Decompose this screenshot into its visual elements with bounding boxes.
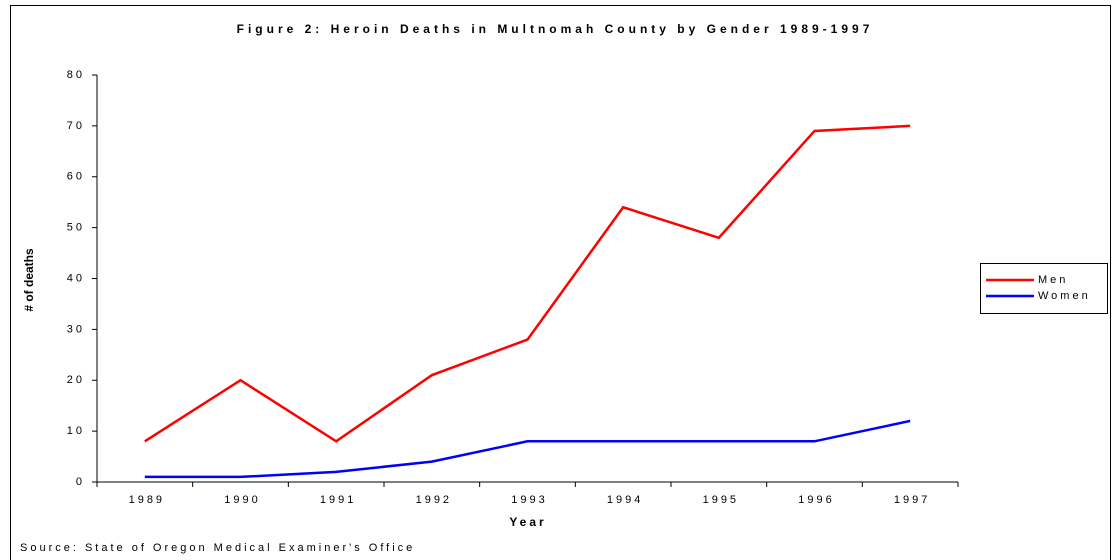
- chart-frame: [10, 5, 1111, 560]
- line-series: [144, 124, 911, 443]
- y-tick-label: 0: [76, 476, 85, 488]
- y-tick-label: 60: [67, 171, 85, 183]
- source-note: Source: State of Oregon Medical Examiner…: [20, 542, 415, 554]
- y-tick-label: 10: [67, 425, 85, 437]
- x-tick-label: 1990: [224, 494, 260, 506]
- y-tick-label: 50: [67, 222, 85, 234]
- y-tick-label: 70: [67, 120, 85, 132]
- x-tick-label: 1992: [416, 494, 452, 506]
- line-series: [144, 419, 911, 479]
- x-tick-label: 1995: [703, 494, 739, 506]
- y-tick-label: 30: [67, 323, 85, 335]
- chart-title: Figure 2: Heroin Deaths in Multnomah Cou…: [237, 22, 874, 36]
- y-axis-label: # of deaths: [22, 248, 36, 312]
- x-tick-label: 1997: [894, 494, 930, 506]
- legend-label: Women: [1038, 290, 1091, 302]
- y-tick-label: 80: [67, 69, 85, 81]
- legend-label: Men: [1038, 274, 1068, 286]
- legend-box: [980, 263, 1108, 314]
- x-tick-label: 1996: [798, 494, 834, 506]
- x-tick-label: 1994: [607, 494, 643, 506]
- x-tick-label: 1989: [129, 494, 165, 506]
- x-tick-label: 1993: [511, 494, 547, 506]
- x-tick-label: 1991: [320, 494, 356, 506]
- y-tick-label: 40: [67, 272, 85, 284]
- y-tick-label: 20: [67, 374, 85, 386]
- x-axis-label: Year: [509, 515, 546, 529]
